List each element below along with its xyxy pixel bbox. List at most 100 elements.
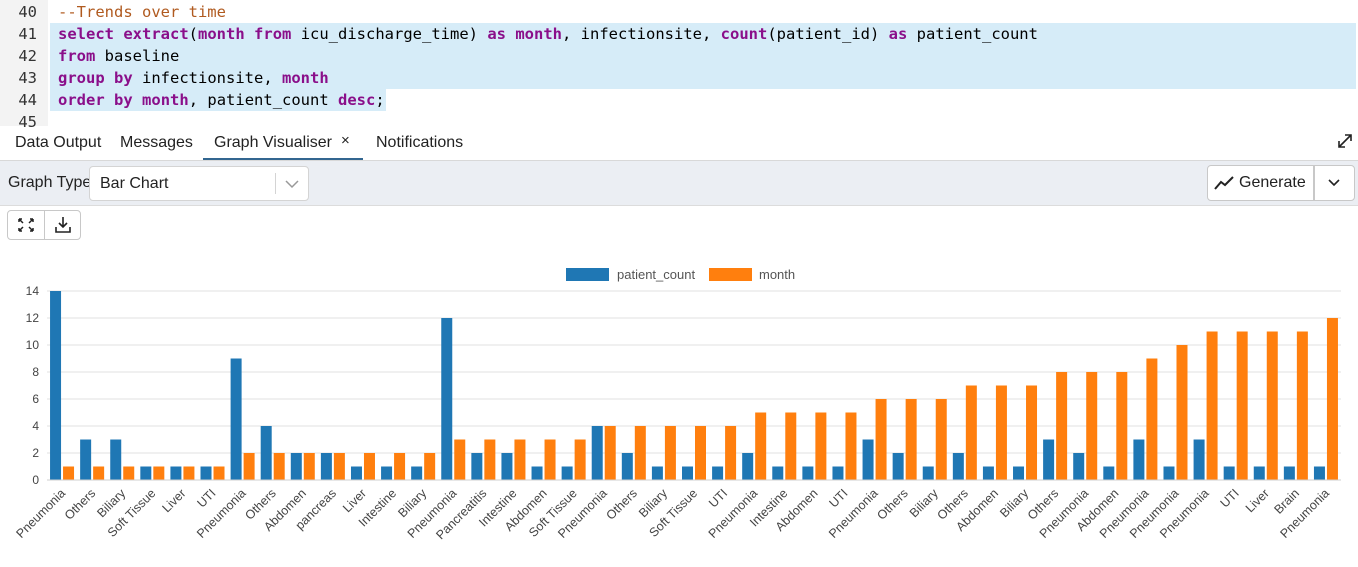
bar-month[interactable] [454, 439, 466, 481]
bar-patient_count[interactable] [80, 439, 92, 481]
bar-patient_count[interactable] [230, 358, 242, 481]
bar-patient_count[interactable] [1103, 466, 1115, 481]
bar-month[interactable] [1176, 345, 1188, 480]
bar-patient_count[interactable] [922, 466, 934, 481]
legend-swatch-month[interactable] [709, 268, 752, 281]
bar-patient_count[interactable] [471, 453, 483, 480]
bar-patient_count[interactable] [712, 466, 724, 481]
bar-month[interactable] [123, 466, 135, 481]
tab-data-output[interactable]: Data Output [15, 134, 102, 151]
bar-month[interactable] [394, 453, 406, 480]
bar-patient_count[interactable] [501, 453, 513, 480]
generate-button[interactable]: Generate [1207, 165, 1314, 201]
bar-patient_count[interactable] [260, 426, 272, 480]
bar-patient_count[interactable] [200, 466, 212, 481]
bar-month[interactable] [1026, 385, 1038, 481]
tab-notifications[interactable]: Notifications [376, 134, 464, 151]
bar-month[interactable] [363, 453, 375, 480]
bar-patient_count[interactable] [381, 466, 393, 481]
close-tab-icon[interactable]: × [341, 132, 350, 149]
bar-patient_count[interactable] [411, 466, 423, 481]
bar-month[interactable] [995, 385, 1007, 481]
bar-patient_count[interactable] [892, 453, 904, 480]
bar-month[interactable] [845, 412, 857, 481]
bar-month[interactable] [815, 412, 827, 481]
bar-month[interactable] [63, 466, 75, 481]
bar-patient_count[interactable] [50, 291, 62, 480]
bar-patient_count[interactable] [320, 453, 332, 480]
legend-label-patient_count[interactable]: patient_count [617, 267, 695, 282]
bar-patient_count[interactable] [1283, 466, 1295, 481]
bar-month[interactable] [725, 426, 737, 480]
graph-type-select[interactable]: Bar Chart [89, 166, 309, 201]
bar-month[interactable] [183, 466, 195, 481]
bar-month[interactable] [875, 399, 887, 480]
bar-month[interactable] [574, 439, 586, 481]
bar-patient_count[interactable] [682, 466, 693, 481]
bar-patient_count[interactable] [621, 453, 633, 480]
bar-month[interactable] [755, 412, 767, 481]
legend-label-month[interactable]: month [759, 267, 795, 282]
bar-patient_count[interactable] [1193, 439, 1205, 481]
bar-patient_count[interactable] [772, 466, 784, 481]
bar-month[interactable] [634, 426, 646, 480]
bar-month[interactable] [965, 385, 977, 481]
bar-month[interactable] [1146, 358, 1158, 481]
bar-patient_count[interactable] [1163, 466, 1175, 481]
bar-month[interactable] [1296, 331, 1308, 481]
bar-patient_count[interactable] [110, 439, 122, 481]
bar-month[interactable] [484, 439, 496, 481]
bar-month[interactable] [544, 439, 556, 481]
bar-month[interactable] [514, 439, 526, 481]
tab-graph-visualiser[interactable]: Graph Visualiser × [203, 126, 363, 160]
bar-patient_count[interactable] [1313, 466, 1325, 481]
bar-month[interactable] [935, 399, 947, 480]
bar-month[interactable] [905, 399, 917, 480]
bar-month[interactable] [243, 453, 255, 480]
bar-month[interactable] [695, 426, 706, 480]
bar-patient_count[interactable] [1253, 466, 1265, 481]
bar-month[interactable] [303, 453, 315, 480]
bar-month[interactable] [1116, 372, 1128, 480]
fullscreen-chart-button[interactable] [8, 211, 44, 239]
bar-patient_count[interactable] [832, 466, 844, 481]
bar-patient_count[interactable] [170, 466, 182, 481]
bar-month[interactable] [1266, 331, 1278, 481]
bar-patient_count[interactable] [561, 466, 573, 481]
bar-patient_count[interactable] [952, 453, 964, 480]
tab-messages[interactable]: Messages [120, 134, 193, 151]
chevron-down-icon[interactable] [283, 175, 301, 193]
bar-patient_count[interactable] [290, 453, 302, 480]
bar-month[interactable] [1206, 331, 1218, 481]
bar-month[interactable] [604, 426, 616, 480]
bar-month[interactable] [1326, 318, 1338, 480]
bar-month[interactable] [1086, 372, 1098, 480]
bar-month[interactable] [213, 466, 225, 481]
bar-patient_count[interactable] [1133, 439, 1145, 481]
bar-patient_count[interactable] [982, 466, 994, 481]
generate-options-button[interactable] [1314, 165, 1355, 201]
bar-patient_count[interactable] [140, 466, 152, 481]
bar-patient_count[interactable] [350, 466, 362, 481]
bar-month[interactable] [424, 453, 436, 480]
bar-month[interactable] [1056, 372, 1068, 480]
bar-patient_count[interactable] [591, 426, 603, 480]
bar-patient_count[interactable] [441, 318, 453, 480]
bar-patient_count[interactable] [1013, 466, 1025, 481]
bar-month[interactable] [333, 453, 345, 480]
bar-month[interactable] [273, 453, 285, 480]
bar-month[interactable] [664, 426, 676, 480]
bar-patient_count[interactable] [742, 453, 754, 480]
bar-patient_count[interactable] [531, 466, 543, 481]
bar-month[interactable] [785, 412, 797, 481]
legend-swatch-patient_count[interactable] [566, 268, 609, 281]
bar-patient_count[interactable] [802, 466, 814, 481]
bar-month[interactable] [1236, 331, 1248, 481]
bar-patient_count[interactable] [1043, 439, 1055, 481]
download-chart-button[interactable] [44, 211, 81, 239]
bar-patient_count[interactable] [862, 439, 874, 481]
bar-patient_count[interactable] [1223, 466, 1235, 481]
bar-month[interactable] [153, 466, 165, 481]
bar-patient_count[interactable] [1073, 453, 1085, 480]
bar-patient_count[interactable] [651, 466, 663, 481]
